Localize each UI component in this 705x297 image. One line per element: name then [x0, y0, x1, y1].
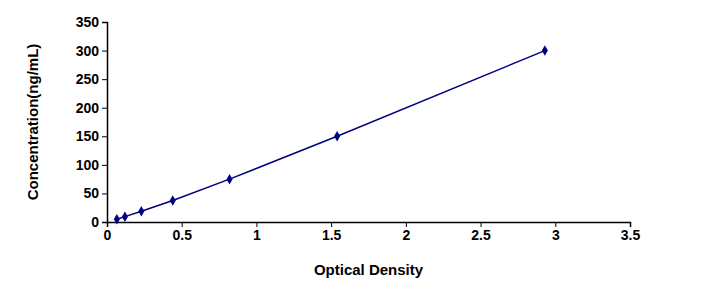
tick-label: 350: [76, 14, 100, 30]
tick-label: 1.5: [322, 227, 342, 243]
tick: 0: [91, 214, 107, 230]
tick-mark: [102, 136, 107, 137]
tick: 1: [253, 222, 261, 243]
marker: [334, 131, 340, 142]
tick-label: 2: [402, 227, 410, 243]
tick: 350: [76, 14, 107, 30]
tick-label: 1: [253, 227, 261, 243]
tick-label: 2.5: [471, 227, 491, 243]
marker: [122, 211, 128, 222]
x-axis: 0 0.5 1 1.5 2 2.5 3 3.5: [104, 222, 641, 243]
tick: 250: [76, 71, 107, 87]
line: [117, 51, 545, 220]
tick-label: 200: [76, 100, 100, 116]
tick-label: 100: [76, 157, 100, 173]
tick-label: 300: [76, 43, 100, 59]
tick-mark: [102, 108, 107, 109]
tick: 2: [402, 222, 410, 243]
tick-mark: [102, 222, 107, 223]
tick-label: 50: [83, 185, 99, 201]
chart: 0 0.5 1 1.5 2 2.5 3 3.5 0 50 100 150 200 250 300 350 Opt…: [0, 0, 705, 297]
tick-mark: [102, 165, 107, 166]
tick-mark: [102, 51, 107, 52]
tick-mark: [102, 22, 107, 23]
tick: 3: [552, 222, 560, 243]
tick-label: 150: [76, 128, 100, 144]
tick-mark: [102, 79, 107, 80]
marker: [542, 45, 548, 56]
y-axis-title: Concentration(ng/mL): [24, 44, 41, 201]
tick: 200: [76, 100, 107, 116]
axis-line: [102, 23, 108, 223]
marker: [138, 206, 144, 217]
tick-label: 3.5: [621, 227, 641, 243]
plot: 0 0.5 1 1.5 2 2.5 3 3.5 0 50 100 150 200 250 300 350: [76, 14, 641, 243]
y-axis: 0 50 100 150 200 250 300 350: [76, 14, 108, 230]
tick: 100: [76, 157, 107, 173]
tick: 1.5: [322, 222, 342, 243]
tick: 3.5: [621, 222, 641, 243]
x-axis-title: Optical Density: [314, 261, 424, 278]
tick: 300: [76, 43, 107, 59]
marker: [170, 195, 176, 206]
tick-label: 0: [91, 214, 99, 230]
tick-label: 0: [104, 227, 112, 243]
tick-label: 3: [552, 227, 560, 243]
tick: 50: [83, 185, 107, 201]
tick-mark: [102, 193, 107, 194]
tick: 0: [104, 222, 112, 243]
tick: 0.5: [172, 222, 192, 243]
tick-label: 0.5: [172, 227, 192, 243]
marker: [226, 174, 232, 185]
tick-label: 250: [76, 71, 100, 87]
marker: [114, 214, 120, 225]
series: [114, 45, 548, 224]
tick: 2.5: [471, 222, 491, 243]
tick: 150: [76, 128, 107, 144]
